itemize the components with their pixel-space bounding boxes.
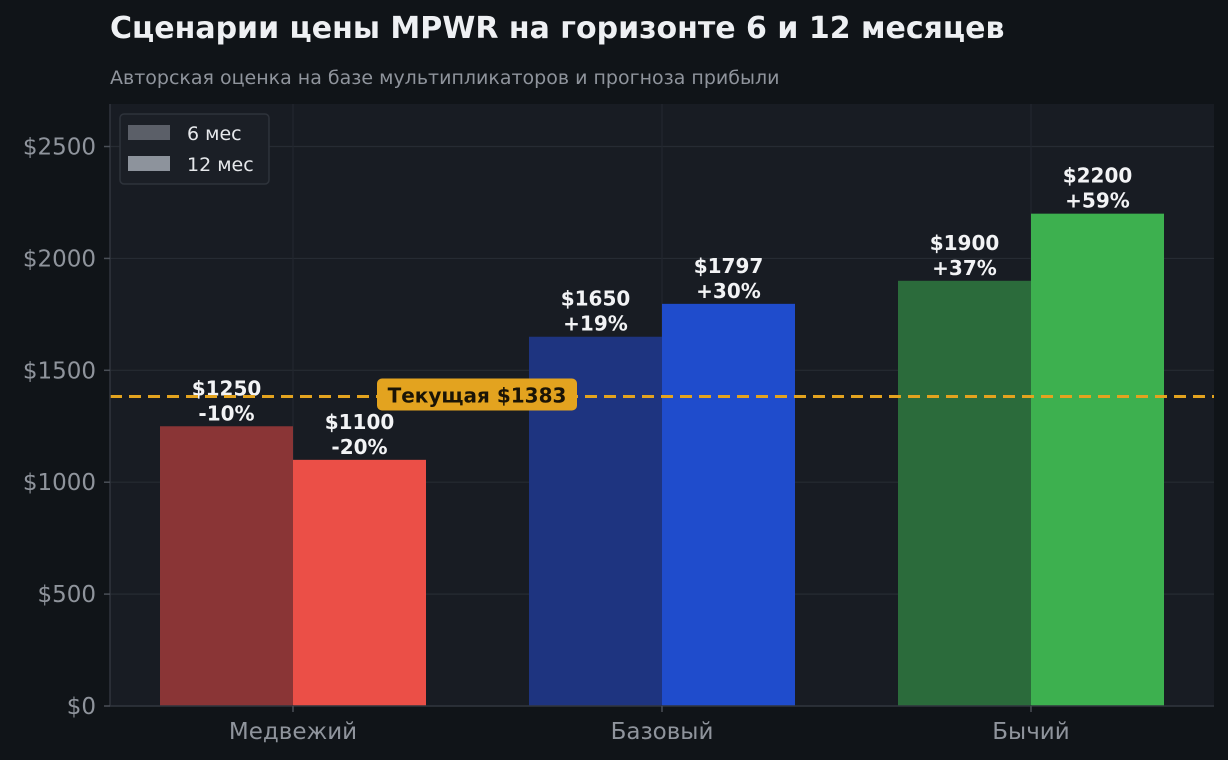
- chart-subtitle: Авторская оценка на базе мультипликаторо…: [110, 67, 779, 89]
- bar-value-label: $1100: [325, 410, 395, 434]
- bars-group: [160, 213, 1164, 706]
- x-tick-label: Медвежий: [229, 719, 357, 745]
- bar-12m-1: [662, 303, 795, 706]
- legend-label-1: 12 мес: [187, 154, 254, 176]
- y-tick-label: $2500: [23, 135, 96, 161]
- y-tick-label: $2000: [23, 246, 96, 272]
- legend: 6 мес 12 мес: [119, 113, 270, 185]
- bar-value-label: $1650: [561, 287, 631, 311]
- legend-swatch-1: [128, 156, 170, 171]
- bar-percent-label: +37%: [932, 256, 997, 280]
- y-tick-label: $1000: [23, 470, 96, 496]
- bar-percent-label: +19%: [563, 312, 628, 336]
- chart-title: Сценарии цены MPWR на горизонте 6 и 12 м…: [110, 11, 1005, 46]
- axes-group: $0 $500 $1000 $1500 $2000 $2500 Медвежий Базовы…: [23, 104, 1214, 745]
- bar-labels-group: $1250-10%$1650+19%$1900+37%$1100-20%$179…: [192, 164, 1133, 459]
- y-tick-label: $1500: [23, 358, 96, 384]
- legend-label-0: 6 мес: [187, 123, 242, 145]
- bar-value-label: $1797: [694, 254, 764, 278]
- current-price-badge: [377, 378, 577, 411]
- bar-6m-2: [898, 280, 1031, 706]
- bar-percent-label: -10%: [198, 401, 254, 425]
- bar-percent-label: +59%: [1065, 189, 1130, 213]
- x-tick-label: Бычий: [992, 719, 1069, 745]
- legend-swatch-0: [128, 125, 170, 140]
- y-tick-label: $500: [37, 582, 96, 608]
- bar-percent-label: -20%: [331, 435, 387, 459]
- bar-percent-label: +30%: [696, 279, 761, 303]
- y-tick-label: $0: [67, 694, 96, 720]
- bar-value-label: $1900: [930, 231, 1000, 255]
- bar-12m-2: [1031, 213, 1164, 706]
- reference-line-group: Текущая $1383: [110, 378, 1214, 411]
- x-tick-label: Базовый: [611, 719, 714, 745]
- bar-value-label: $2200: [1063, 164, 1133, 188]
- bar-6m-0: [160, 426, 293, 706]
- current-price-label: Текущая $1383: [388, 383, 567, 407]
- bar-12m-0: [293, 459, 426, 706]
